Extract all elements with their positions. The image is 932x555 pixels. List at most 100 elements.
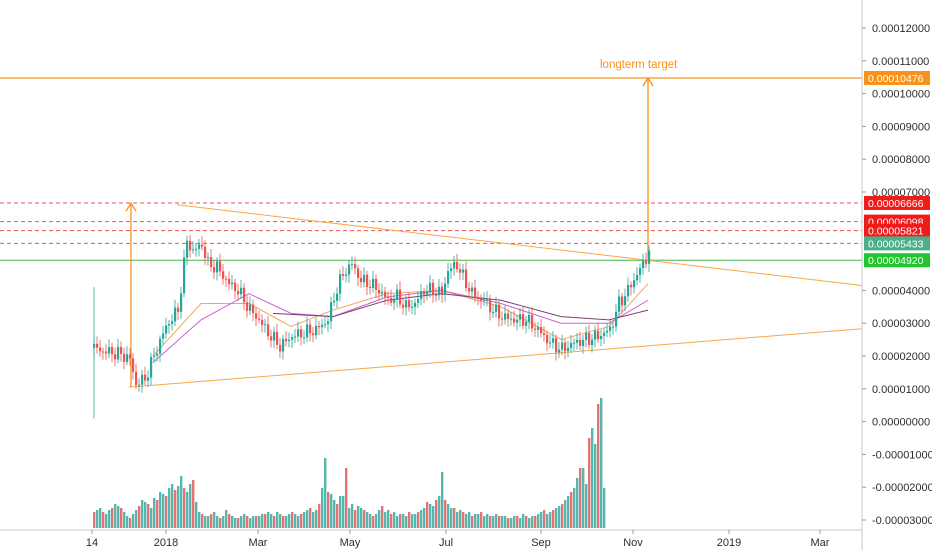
volume-bar (111, 508, 114, 528)
volume-bar (288, 514, 291, 528)
candle-body (357, 268, 360, 278)
candle-body (606, 330, 609, 333)
volume-bar (423, 508, 426, 528)
volume-bar (315, 510, 318, 528)
candle-body (231, 282, 234, 285)
candle-body (249, 304, 252, 311)
candle-body (132, 358, 135, 372)
x-tick-label: 2019 (717, 537, 741, 549)
candle-body (366, 274, 369, 287)
candle-body (177, 307, 180, 312)
volume-bar (561, 504, 564, 528)
y-tick-label: 0.00002000 (872, 351, 930, 363)
volume-bar (183, 488, 186, 528)
volume-bar (105, 514, 108, 528)
candle-body (510, 318, 513, 320)
price-tag-text: 0.00005821 (868, 226, 924, 238)
x-tick-label: 2018 (154, 537, 178, 549)
volume-bar (585, 484, 588, 528)
volume-bar (96, 510, 99, 528)
y-tick-label: 0.00010000 (872, 89, 930, 101)
volume-bar (540, 512, 543, 528)
volume-bar (177, 486, 180, 528)
x-tick-label: May (340, 537, 361, 549)
volume-bar (372, 516, 375, 528)
price-tag: 0.00006666 (864, 195, 930, 210)
candle-body (507, 313, 510, 319)
candle-body (180, 293, 183, 312)
candle-body (282, 338, 285, 352)
volume-bar (504, 516, 507, 528)
candle-body (117, 346, 120, 360)
candle-body (114, 354, 117, 360)
candle-body (141, 374, 144, 385)
candle-body (240, 287, 243, 295)
volume-bar (579, 468, 582, 528)
candle-body (561, 342, 564, 350)
candle-body (438, 286, 441, 296)
volume-bar (447, 504, 450, 528)
volume-bar (216, 516, 219, 528)
candle-body (225, 278, 228, 280)
candle-body (204, 246, 207, 258)
volume-bar (477, 514, 480, 528)
candle-body (441, 286, 444, 295)
volume-bar (408, 512, 411, 528)
volume-bar (528, 518, 531, 528)
candle-body (384, 291, 387, 297)
candle-body (360, 277, 363, 283)
candle-body (573, 342, 576, 344)
candle-body (375, 278, 378, 290)
candle-body (105, 351, 108, 354)
candle-body (516, 319, 519, 323)
volume-bar (168, 488, 171, 528)
volume-bar (549, 512, 552, 528)
volume-bar (510, 518, 513, 528)
candle-body (243, 287, 246, 303)
candle-body (633, 280, 636, 288)
moving-average-line (272, 293, 649, 321)
candle-body (372, 278, 375, 289)
candle-body (294, 336, 297, 338)
volume-bar (117, 506, 120, 528)
candle-body (195, 248, 198, 250)
candle-body (261, 319, 264, 326)
candle-body (504, 313, 507, 320)
volume-bar (495, 514, 498, 528)
volume-bar (501, 516, 504, 528)
candle-body (126, 354, 129, 362)
volume-bar (297, 516, 300, 528)
price-tag-text: 0.00010476 (868, 73, 924, 85)
volume-bar (186, 492, 189, 528)
volume-bar (255, 516, 258, 528)
volume-bar (402, 514, 405, 528)
volume-bar (264, 514, 267, 528)
volume-bar (483, 516, 486, 528)
volume-bar (360, 508, 363, 528)
volume-bar (471, 516, 474, 528)
volume-bar (294, 514, 297, 528)
candle-body (234, 282, 237, 291)
volume-bar (573, 488, 576, 528)
candle-body (405, 300, 408, 308)
candle-body (336, 293, 339, 301)
volume-bar (603, 488, 606, 528)
volume-bar (417, 512, 420, 528)
volume-bar (246, 516, 249, 528)
volume-bar (165, 496, 168, 528)
volume-layer (93, 398, 606, 528)
price-tag: 0.00005821 (864, 223, 930, 238)
volume-bar (516, 516, 519, 528)
volume-bar (171, 484, 174, 528)
price-tag: 0.00005433 (864, 236, 930, 251)
candle-body (588, 332, 591, 346)
candle-body (276, 331, 279, 345)
candle-body (417, 299, 420, 303)
volume-bar (114, 504, 117, 528)
volume-bar (192, 480, 195, 528)
volume-bar (318, 504, 321, 528)
candle-body (210, 256, 213, 268)
volume-bar (435, 500, 438, 528)
candle-body (471, 287, 474, 292)
candle-body (228, 278, 231, 285)
